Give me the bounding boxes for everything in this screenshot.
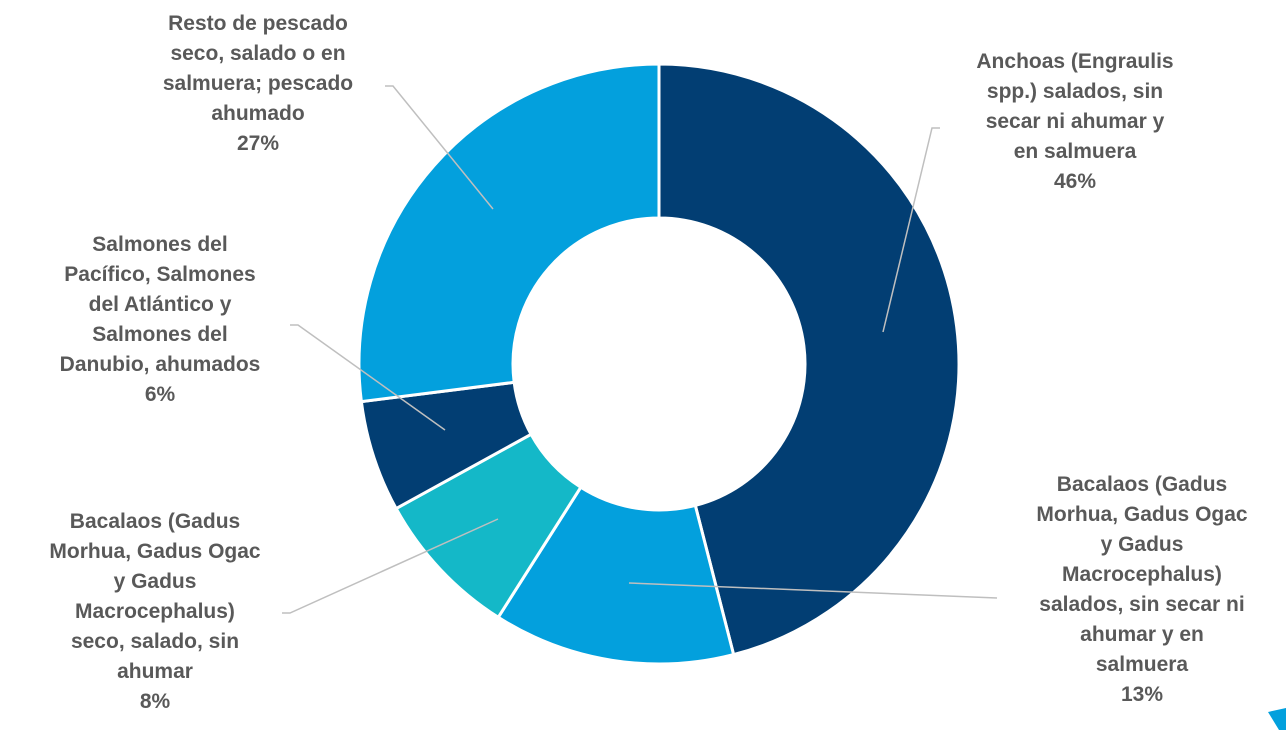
- slice-label-line: seco, salado o en: [170, 42, 345, 65]
- slice-label-4: Salmones del Pacífico, Salmones del Atlánt…: [60, 233, 261, 406]
- donut-slice-5: [357, 62, 661, 404]
- leader-line-4: [290, 324, 446, 431]
- slice-label-line: ahumar y en: [1080, 623, 1204, 646]
- leader-line-2: [628, 582, 998, 599]
- slice-percent-label: 27%: [237, 132, 279, 155]
- donut-slice-1: [657, 62, 961, 657]
- slice-label-line: ahumado: [211, 102, 304, 125]
- leader-lines: [282, 85, 998, 614]
- slice-label-line: Bacalaos (Gadus: [70, 510, 240, 533]
- slice-label-line: y Gadus: [1101, 533, 1184, 556]
- slice-label-line: del Atlántico y: [89, 293, 232, 316]
- slice-labels: Anchoas (Engraulis spp.) salados, sin seca…: [49, 12, 1248, 713]
- slice-percent-label: 13%: [1121, 683, 1163, 706]
- slice-label-line: Bacalaos (Gadus: [1057, 473, 1227, 496]
- slice-label-line: ahumar: [117, 660, 193, 683]
- donut-slice-2: [496, 485, 736, 666]
- slice-label-1: Anchoas (Engraulis spp.) salados, sin seca…: [976, 50, 1173, 193]
- slice-label-5: Resto de pescado seco, salado o en salmuer…: [163, 12, 353, 155]
- leader-line-1: [882, 127, 940, 333]
- slice-label-line: Danubio, ahumados: [60, 353, 261, 376]
- slice-percent-label: 8%: [140, 690, 171, 713]
- slice-label-line: Morhua, Gadus Ogac: [49, 540, 261, 563]
- slice-label-line: Macrocephalus): [1062, 563, 1222, 586]
- slice-label-line: Pacífico, Salmones: [64, 263, 255, 286]
- slice-label-line: Anchoas (Engraulis: [976, 50, 1173, 73]
- slice-label-line: salmuera; pescado: [163, 72, 353, 95]
- slice-percent-label: 6%: [145, 383, 176, 406]
- slice-label-line: secar ni ahumar y: [986, 110, 1165, 133]
- slice-label-line: y Gadus: [114, 570, 197, 593]
- leader-line-3: [282, 518, 499, 614]
- slice-percent-label: 46%: [1054, 170, 1096, 193]
- slice-label-line: Resto de pescado: [168, 12, 348, 35]
- leader-line-5: [385, 85, 494, 210]
- slice-label-line: Morhua, Gadus Ogac: [1036, 503, 1248, 526]
- slice-label-line: Salmones del: [92, 233, 227, 256]
- slice-label-line: Salmones del: [92, 323, 227, 346]
- slice-label-line: seco, salado, sin: [71, 630, 239, 653]
- slice-label-line: spp.) salados, sin: [987, 80, 1163, 103]
- slice-label-3: Bacalaos (Gadus Morhua, Gadus Ogac y Gadus…: [49, 510, 261, 713]
- slice-label-line: salmuera: [1096, 653, 1189, 676]
- slice-label-line: en salmuera: [1014, 140, 1137, 163]
- slice-label-line: Macrocephalus): [75, 600, 235, 623]
- corner-logo-mark: [1268, 708, 1286, 730]
- donut-slices: [357, 62, 961, 666]
- slice-label-2: Bacalaos (Gadus Morhua, Gadus Ogac y Gadus…: [1036, 473, 1248, 706]
- slice-label-line: salados, sin secar ni: [1039, 593, 1244, 616]
